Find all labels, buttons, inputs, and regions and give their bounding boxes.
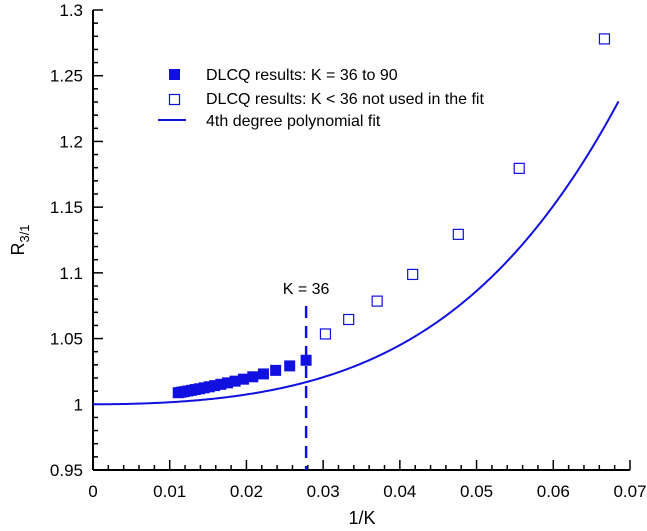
filled-square-point	[300, 354, 312, 366]
points-layer	[172, 33, 611, 399]
legend-entry-open: DLCQ results: K < 36 not used in the fit	[206, 91, 484, 108]
axes-frame	[92, 10, 630, 471]
x-tick-label: 0.06	[537, 482, 570, 501]
open-square-point	[343, 313, 355, 326]
y-tick-label: 1.05	[50, 330, 83, 349]
open-square-point	[598, 33, 611, 45]
x-tick-label: 0.04	[383, 482, 416, 501]
open-square-point	[371, 295, 383, 307]
legend-entry-line: 4th degree polynomial fit	[206, 113, 381, 130]
x-tick-label: 0.01	[153, 482, 186, 501]
legend-entry-filled: DLCQ results: K = 36 to 90	[206, 67, 398, 84]
legend: DLCQ results: K = 36 to 90 DLCQ results:…	[158, 67, 484, 130]
filled-square-point	[247, 371, 259, 383]
annotation-layer: K = 36	[283, 281, 330, 470]
filled-square-point	[229, 375, 241, 387]
filled-square-point	[257, 368, 269, 380]
filled-square-point	[284, 360, 296, 372]
x-axis-label: 1/K	[348, 508, 375, 528]
filled-square-point	[209, 380, 221, 392]
tick-labels: 0 0.01 0.02 0.03 0.04 0.05 0.06 0.07 0.95 1 1.05 1.…	[50, 1, 647, 501]
k36-annotation-label: K = 36	[283, 281, 330, 298]
open-square-point	[407, 268, 419, 281]
y-tick-label: 1.3	[59, 1, 83, 20]
y-tick-label: 1.2	[59, 132, 83, 151]
x-tick-label: 0.07	[613, 482, 646, 501]
y-axis-label-base: R	[8, 243, 28, 256]
open-square-point	[319, 328, 332, 340]
y-tick-label: 1.1	[59, 264, 83, 283]
filled-square-point	[215, 378, 227, 390]
open-square-point	[513, 162, 525, 174]
filled-square-point	[222, 377, 234, 389]
y-tick-label: 1	[74, 395, 83, 414]
fit-layer	[92, 100, 620, 406]
legend-marker-filled-square	[169, 69, 180, 80]
y-axis-label-sub: 3/1	[17, 224, 32, 242]
y-axis-label: R3/1	[8, 224, 32, 255]
x-tick-label: 0.03	[307, 482, 340, 501]
filled-square-point	[203, 381, 215, 393]
x-tick-label: 0.02	[230, 482, 263, 501]
y-tick-label: 1.15	[50, 198, 83, 217]
filled-square-point	[270, 364, 282, 376]
x-tick-label: 0	[88, 482, 97, 501]
open-square-point	[452, 228, 464, 240]
x-tick-label: 0.05	[460, 482, 493, 501]
filled-square-point	[237, 373, 249, 385]
y-tick-label: 1.25	[50, 67, 83, 86]
ticks	[92, 9, 631, 471]
legend-marker-open-square	[168, 93, 181, 106]
y-tick-label: 0.95	[50, 461, 83, 480]
fit-curve	[92, 100, 620, 406]
